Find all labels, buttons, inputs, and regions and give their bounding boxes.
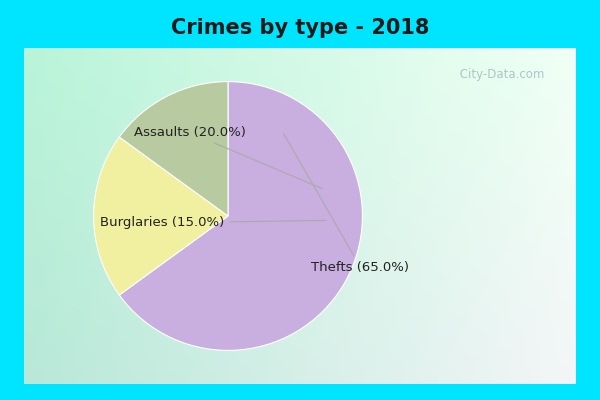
Text: Crimes by type - 2018: Crimes by type - 2018 (171, 18, 429, 38)
Wedge shape (119, 82, 228, 216)
Wedge shape (119, 82, 362, 350)
Text: Assaults (20.0%): Assaults (20.0%) (134, 126, 323, 189)
Text: Thefts (65.0%): Thefts (65.0%) (284, 133, 409, 274)
Text: City-Data.com: City-Data.com (456, 68, 544, 81)
Text: Burglaries (15.0%): Burglaries (15.0%) (100, 216, 326, 229)
Wedge shape (94, 137, 228, 295)
